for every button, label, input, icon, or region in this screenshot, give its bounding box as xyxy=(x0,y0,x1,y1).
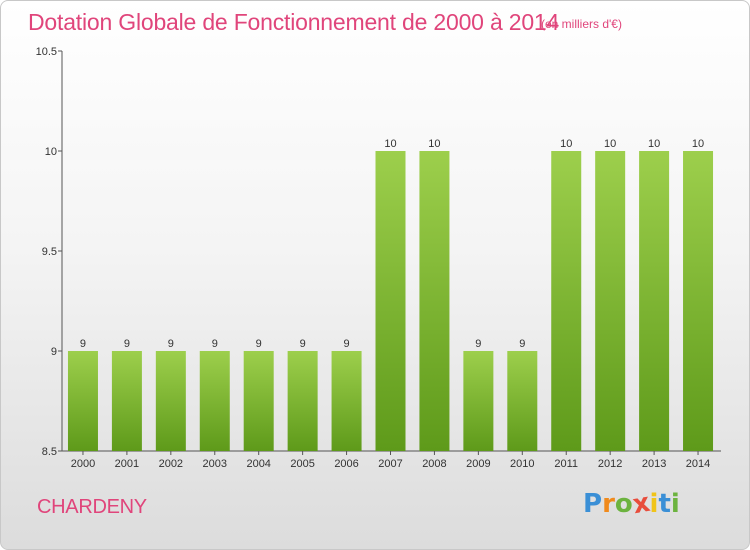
x-tick-label-2014: 2014 xyxy=(686,458,710,470)
y-tick-label: 9.5 xyxy=(42,246,57,258)
x-tick-label-2009: 2009 xyxy=(466,458,490,470)
bar-2012[interactable] xyxy=(595,151,626,451)
x-tick-label-2008: 2008 xyxy=(422,458,446,470)
data-label-2005: 9 xyxy=(300,338,306,350)
logo-letter: r xyxy=(602,489,615,519)
y-tick-label: 10 xyxy=(45,146,57,158)
data-label-2008: 10 xyxy=(428,138,440,150)
bar-2009[interactable] xyxy=(463,351,494,451)
bar-2008[interactable] xyxy=(419,151,450,451)
commune-name: CHARDENY xyxy=(37,496,147,518)
y-tick-label: 9 xyxy=(51,346,57,358)
bar-2006[interactable] xyxy=(331,351,362,451)
logo-letter: i xyxy=(649,489,659,519)
logo-letter: t xyxy=(658,489,671,519)
chart-title: Dotation Globale de Fonctionnement de 20… xyxy=(28,9,560,35)
x-tick-label-2001: 2001 xyxy=(115,458,139,470)
x-tick-label-2003: 2003 xyxy=(203,458,227,470)
y-tick-label: 10.5 xyxy=(36,46,57,58)
data-label-2000: 9 xyxy=(80,338,86,350)
proxiti-logo[interactable]: Proxiti xyxy=(583,488,680,520)
y-tick-label: 8.5 xyxy=(42,446,57,458)
x-tick-label-2007: 2007 xyxy=(378,458,402,470)
x-tick-label-2005: 2005 xyxy=(290,458,314,470)
data-label-2003: 9 xyxy=(212,338,218,350)
bar-2014[interactable] xyxy=(683,151,714,451)
bar-2000[interactable] xyxy=(67,351,98,451)
data-label-2012: 10 xyxy=(604,138,616,150)
bar-2005[interactable] xyxy=(287,351,318,451)
x-tick-label-2004: 2004 xyxy=(246,458,270,470)
bar-2007[interactable] xyxy=(375,151,406,451)
data-label-2014: 10 xyxy=(692,138,704,150)
data-label-2010: 9 xyxy=(519,338,525,350)
data-labels: 9 9 9 9 9 9 9 10 10 9 9 10 10 10 10 xyxy=(80,138,704,350)
x-tick-label-2006: 2006 xyxy=(334,458,358,470)
bar-2004[interactable] xyxy=(243,351,274,451)
bar-2003[interactable] xyxy=(199,351,230,451)
x-tick-label-2012: 2012 xyxy=(598,458,622,470)
data-label-2013: 10 xyxy=(648,138,660,150)
bar-2001[interactable] xyxy=(111,351,142,451)
x-tick-label-2011: 2011 xyxy=(554,458,578,470)
bar-2013[interactable] xyxy=(639,151,670,451)
data-label-2006: 9 xyxy=(344,338,350,350)
data-label-2007: 10 xyxy=(384,138,396,150)
data-label-2009: 9 xyxy=(475,338,481,350)
bar-2010[interactable] xyxy=(507,351,538,451)
logo-letter: o xyxy=(614,489,633,519)
x-tick-label-2002: 2002 xyxy=(159,458,183,470)
x-tick-label-2013: 2013 xyxy=(642,458,666,470)
logo-letter: i xyxy=(670,489,680,519)
bar-2011[interactable] xyxy=(551,151,582,451)
x-tick-label-2010: 2010 xyxy=(510,458,534,470)
bars xyxy=(67,151,714,451)
bar-2002[interactable] xyxy=(155,351,186,451)
axes: 8.5 9 9.5 10 10.5 2000 2001 2002 2003 2004 2005 200… xyxy=(36,46,721,470)
logo-letter: P xyxy=(583,489,603,519)
chart-subtitle: (en milliers d'€) xyxy=(541,17,622,31)
x-tick-label-2000: 2000 xyxy=(71,458,95,470)
data-label-2004: 9 xyxy=(256,338,262,350)
data-label-2001: 9 xyxy=(124,338,130,350)
data-label-2002: 9 xyxy=(168,338,174,350)
data-label-2011: 10 xyxy=(560,138,572,150)
